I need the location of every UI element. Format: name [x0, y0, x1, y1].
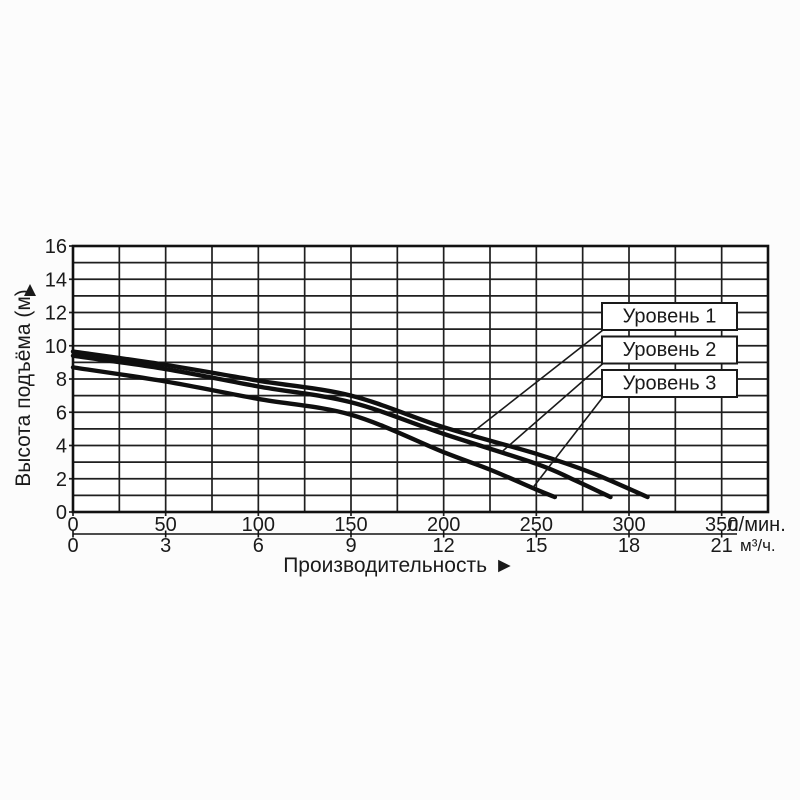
legend-box-2: [601, 335, 738, 365]
legend-box-1: [601, 302, 738, 331]
y-tick-label: 16: [45, 236, 67, 258]
x-secondary-tick-label: 15: [525, 535, 547, 557]
legend-leader-line-1: [469, 329, 604, 436]
x-primary-tick-label: 0: [67, 514, 78, 536]
x-primary-tick-label: 300: [612, 514, 645, 536]
y-tick-label: 4: [56, 436, 67, 458]
x-primary-tick-label: 50: [155, 514, 177, 536]
pump-curve-3: [70, 365, 558, 500]
y-axis-title: Высота подъёма (м): [12, 289, 35, 487]
x-secondary-tick-label: 18: [618, 535, 640, 557]
x-secondary-tick-label: 21: [711, 535, 733, 557]
x-axis-title-text: Производительность: [283, 554, 487, 577]
y-tick-label: 12: [45, 303, 67, 325]
x-primary-tick-label: 350: [705, 514, 738, 536]
pump-curve-2: [70, 353, 613, 500]
plot-border: [71, 244, 770, 514]
legend-label-2: Уровень 2: [623, 339, 717, 361]
x-primary-tick-label: 100: [242, 514, 275, 536]
y-tick-label: 10: [45, 336, 67, 358]
legend-leader-line-3: [531, 396, 604, 489]
y-tick-label: 14: [45, 269, 67, 291]
x-primary-tick-label: 200: [427, 514, 460, 536]
y-tick-label: 6: [56, 402, 67, 424]
pump-curve-1: [70, 349, 650, 500]
x-secondary-tick-label: 0: [67, 535, 78, 557]
x-secondary-tick-label: 3: [160, 535, 171, 557]
x-primary-unit-label: л/мин.: [727, 514, 786, 536]
x-secondary-tick-label: 9: [345, 535, 356, 557]
legend-label-1: Уровень 1: [623, 306, 717, 328]
x-axis-title: Производительность ►: [283, 554, 515, 577]
y-tick-label: 8: [56, 369, 67, 391]
x-primary-tick-label: 150: [334, 514, 367, 536]
x-secondary-unit-label: м³/ч.: [740, 536, 776, 555]
y-tick-label: 2: [56, 469, 67, 491]
up-arrow-icon: [24, 284, 36, 296]
x-secondary-tick-label: 6: [253, 535, 264, 557]
legend-box-3: [601, 369, 738, 398]
x-secondary-tick-label: 12: [433, 535, 455, 557]
x-primary-tick-label: 250: [520, 514, 553, 536]
legend-label-3: Уровень 3: [623, 373, 717, 395]
right-arrow-icon: ►: [494, 554, 515, 577]
legend-leader-line-2: [500, 362, 604, 454]
y-tick-label: 0: [56, 502, 67, 524]
